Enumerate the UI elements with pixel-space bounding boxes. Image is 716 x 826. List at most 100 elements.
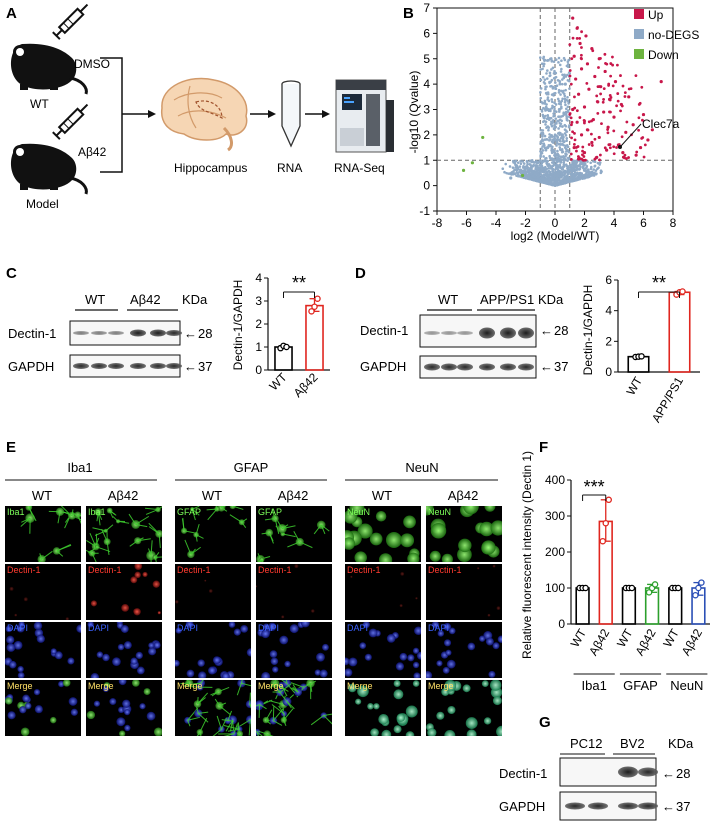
volcano-point-nodegs: [559, 93, 562, 96]
panel-d-blot: WT APP/PS1 KDa Dectin-1 GAPDH ← 28 ← 37: [360, 292, 568, 379]
cell-spot: [33, 622, 43, 630]
cell-spot: [17, 665, 24, 673]
volcano-point-up: [619, 109, 622, 113]
volcano-point-nodegs: [564, 98, 567, 102]
volcano-point-nodegs: [548, 175, 551, 179]
volcano-point-nodegs: [516, 173, 520, 177]
cell-spot: [17, 671, 25, 678]
volcano-point-nodegs: [564, 88, 567, 92]
cell-spot: [395, 662, 405, 671]
blot-g-kda: KDa: [668, 736, 694, 751]
volcano-point-nodegs: [540, 108, 544, 112]
volcano-point-nodegs: [552, 120, 555, 124]
cell-spot: [354, 551, 367, 562]
volcano-point-nodegs: [562, 89, 565, 93]
cell-spot: [261, 671, 271, 678]
volcano-point-nodegs: [540, 180, 543, 184]
micrograph-grid: Iba1 Iba1 GFAP GFAP NeuN NeuN Dectin-1 Dectin-1…: [5, 506, 502, 736]
cell-spot: [148, 647, 157, 656]
volcano-point-nodegs: [576, 172, 579, 176]
y-tick-label: 3: [255, 294, 262, 308]
data-point: [698, 579, 705, 586]
volcano-point-nodegs: [561, 73, 564, 77]
cell-spot: [431, 622, 440, 629]
cell-spot: [90, 672, 100, 678]
micrograph-tile: Dectin-1: [345, 564, 421, 620]
cell-spot: [405, 731, 415, 736]
volcano-point-up: [573, 131, 576, 135]
volcano-point-nodegs: [575, 176, 579, 180]
volcano-ylabel: -log10 (Qvalue): [407, 71, 421, 154]
micrograph-tile: Iba1: [5, 506, 81, 562]
volcano-point-nodegs: [574, 178, 578, 182]
cell-spot: [120, 625, 129, 633]
blot-d-marker-37: 37: [554, 359, 568, 374]
cell-spot: [272, 666, 279, 673]
clec7a-pointer: [620, 123, 642, 147]
volcano-point-nodegs: [547, 128, 550, 132]
volcano-point-up: [623, 153, 627, 157]
volcano-point-nodegs: [541, 149, 545, 152]
volcano-point-up: [578, 116, 582, 119]
volcano-point-down: [481, 135, 485, 140]
volcano-point-nodegs: [540, 174, 543, 178]
volcano-point-up: [569, 116, 573, 120]
volcano-point-nodegs: [560, 105, 563, 109]
tile-label: GFAP: [258, 507, 282, 517]
volcano-point-nodegs: [555, 157, 559, 160]
volcano-xtick-label: 8: [670, 216, 677, 230]
blot-band: [618, 802, 638, 810]
cell-spot: [87, 622, 94, 628]
e-cond-gfap-wt: WT: [202, 488, 222, 503]
volcano-point-nodegs: [546, 107, 550, 111]
volcano-point-up: [650, 128, 654, 132]
volcano-point-nodegs: [552, 92, 555, 96]
volcano-point-up: [607, 143, 611, 147]
volcano-point-nodegs: [549, 109, 552, 113]
e-header: Iba1 GFAP NeuN WT Aβ42 WT Aβ42 WT Aβ42: [5, 460, 498, 503]
volcano-point-nodegs: [551, 169, 554, 172]
cell-spot: [130, 657, 138, 665]
volcano-point-nodegs: [547, 169, 551, 173]
group-bracket: [100, 57, 123, 173]
volcano-point-nodegs: [589, 161, 592, 165]
volcano-point-nodegs: [565, 64, 569, 68]
volcano-point-up: [611, 55, 614, 59]
cell-spot: [386, 634, 396, 643]
e-cond-iba1-abeta: Aβ42: [108, 488, 139, 503]
blot-g-marker-28: 28: [676, 766, 690, 781]
volcano-point-up: [572, 54, 576, 58]
x-tick-label: WT: [568, 626, 590, 650]
cell-spot: [58, 680, 65, 688]
volcano-point-nodegs: [532, 160, 535, 164]
e-cond-gfap-abeta: Aβ42: [278, 488, 309, 503]
volcano-point-up: [601, 100, 605, 104]
volcano-point-nodegs: [556, 97, 560, 101]
clec7a-point: [618, 145, 622, 149]
blot-g-group-bv2: BV2: [620, 736, 645, 751]
volcano-point-nodegs: [539, 158, 542, 162]
cell-spot: [393, 689, 404, 700]
volcano-point-nodegs: [546, 58, 550, 62]
volcano-point-up: [570, 120, 574, 124]
legend-up: Up: [648, 8, 664, 22]
micrograph-tile: DAPI: [86, 622, 162, 678]
volcano-point-up: [599, 85, 603, 89]
cell-spot: [102, 685, 109, 693]
volcano-point-up: [615, 146, 618, 149]
sequencer-icon: [335, 79, 394, 153]
volcano-point-up: [603, 146, 607, 150]
volcano-point-nodegs: [570, 179, 574, 183]
volcano-point-nodegs: [542, 62, 546, 66]
y-tick-label: 100: [545, 581, 565, 595]
volcano-point-nodegs: [543, 134, 547, 138]
volcano-point-nodegs: [554, 117, 558, 120]
volcano-point-up: [637, 128, 640, 132]
cell-spot: [496, 725, 502, 736]
volcano-axes: -8 -6 -4 -2 0 2 4 6 8 -1 0 1 2 3 4 5 6 7: [419, 1, 676, 230]
volcano-point-up: [615, 104, 618, 108]
cell-spot: [414, 626, 421, 636]
blot-g-arrow-28: ←: [662, 766, 675, 781]
volcano-point-up: [575, 120, 579, 124]
tile-label: GFAP: [177, 507, 201, 517]
